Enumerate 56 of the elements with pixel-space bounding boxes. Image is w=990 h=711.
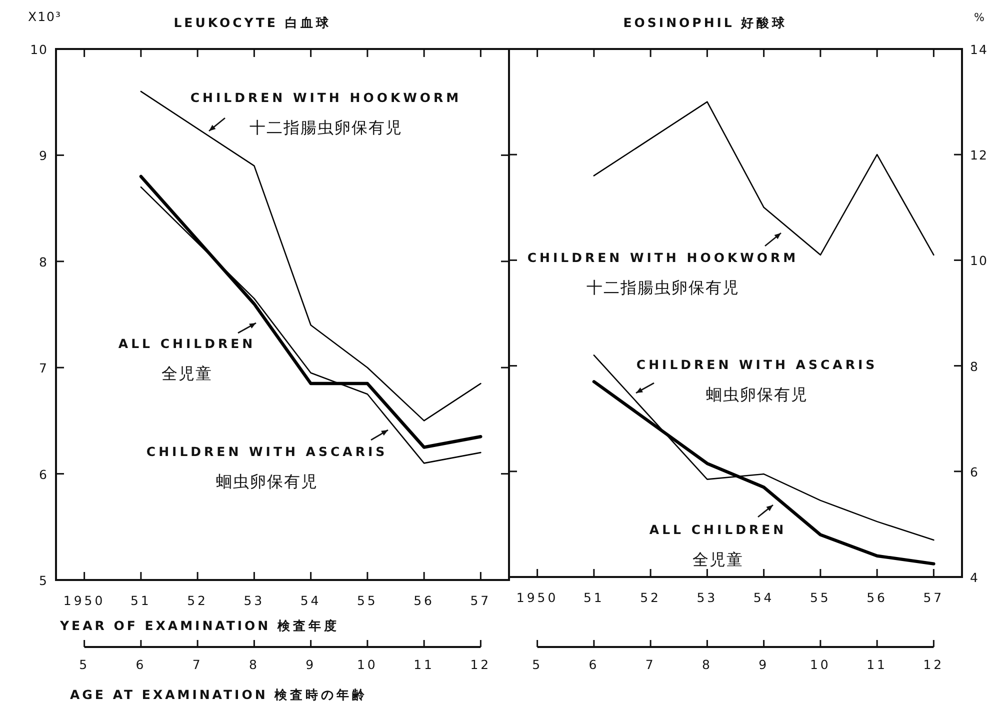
x2-tick-label: 9: [758, 657, 770, 672]
x2-tick-label: 6: [588, 657, 600, 672]
series-label: CHILDREN WITH ASCARIS 蛔虫卵保有児: [146, 444, 388, 491]
chart-title: LEUKOCYTE 白血球: [174, 15, 332, 30]
x2-tick-label: 6: [136, 657, 146, 672]
y2-tick-label: 12: [970, 148, 988, 163]
series-label: ALL CHILDREN 全児童: [649, 522, 787, 569]
y2-tick-label: 6: [970, 464, 979, 480]
x2-tick-label: 9: [306, 657, 316, 672]
x-tick-label: 1950: [63, 593, 106, 608]
x2-axis-title: AGE AT EXAMINATION 検査時の年齢: [70, 687, 368, 702]
x-tick-label: 55: [810, 590, 831, 605]
x-tick-label: 51: [583, 590, 604, 605]
y-tick-label: 5: [39, 573, 48, 588]
x-tick-label: 52: [640, 590, 662, 605]
series-label: CHILDREN WITH HOOKWORM 十二指腸虫卵保有児: [190, 90, 462, 137]
y-tick-label: 7: [39, 360, 48, 376]
x2-tick-label: 7: [192, 657, 203, 672]
x2-tick-label: 11: [866, 657, 888, 672]
y2-tick-label: 8: [970, 358, 979, 374]
x-axis-title: YEAR OF EXAMINATION 検査年度: [59, 618, 340, 633]
x-tick-label: 51: [130, 593, 152, 608]
y2-tick-label: 10: [970, 253, 988, 268]
series-label: ALL CHILDREN 全児童: [118, 336, 256, 383]
y-tick-label: 6: [39, 466, 48, 482]
series-label: CHILDREN WITH HOOKWORM 十二指腸虫卵保有児: [527, 250, 799, 297]
x-tick-label: 56: [866, 590, 888, 605]
y-tick-label: 10: [30, 42, 48, 57]
x2-tick-label: 8: [248, 657, 260, 672]
x-tick-label: 57: [923, 590, 944, 605]
x-tick-label: 55: [356, 593, 378, 608]
y2-tick-label: 4: [970, 570, 979, 585]
x2-tick-label: 12: [470, 657, 492, 672]
y2-tick-label: 14: [970, 42, 988, 57]
x-tick-label: 56: [414, 593, 435, 608]
y-axis-title: X10³: [28, 9, 62, 24]
x-tick-label: 53: [244, 593, 265, 608]
x2-tick-label: 11: [414, 657, 435, 672]
x-tick-label: 57: [470, 593, 492, 608]
x-tick-label: 1950: [516, 590, 558, 605]
x2-tick-label: 5: [79, 657, 90, 672]
x2-tick-label: 7: [645, 657, 656, 672]
x-tick-label: 52: [187, 593, 208, 608]
x2-tick-label: 8: [702, 657, 712, 672]
x-tick-label: 54: [753, 590, 774, 605]
x2-tick-label: 12: [923, 657, 944, 672]
chart-title: EOSINOPHIL 好酸球: [623, 15, 788, 30]
series-label: CHILDREN WITH ASCARIS 蛔虫卵保有児: [636, 357, 878, 404]
x-tick-label: 54: [300, 593, 322, 608]
x2-tick-label: 10: [356, 657, 378, 672]
x2-tick-label: 5: [532, 657, 543, 672]
y-tick-label: 8: [39, 254, 48, 270]
x-tick-label: 53: [696, 590, 718, 605]
x2-tick-label: 10: [810, 657, 831, 672]
y2-axis-title: %: [974, 11, 987, 24]
y-tick-label: 9: [39, 148, 48, 164]
